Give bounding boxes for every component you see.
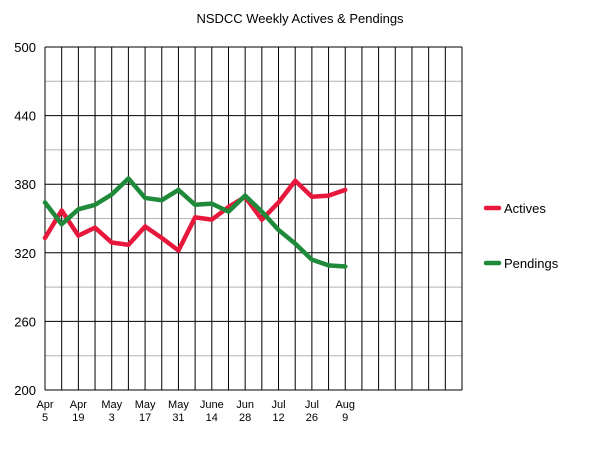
x-tick-label: May 17 — [135, 399, 156, 424]
chart-title: NSDCC Weekly Actives & Pendings — [196, 11, 404, 26]
x-tick-label: Aug 9 — [335, 399, 355, 424]
y-tick-label: 320 — [14, 246, 36, 261]
series-line-actives — [42, 178, 348, 253]
x-tick-label: Apr 5 — [36, 399, 53, 424]
x-tick-label: June 14 — [200, 399, 224, 424]
y-tick-label: 440 — [14, 109, 36, 124]
y-tick-label: 380 — [14, 177, 36, 192]
legend-label-pendings: Pendings — [504, 256, 559, 271]
x-tick-label: Jun 28 — [236, 399, 254, 424]
x-axis-ticks: Apr 5 Apr 19 May 3 May 17 May 31 June 14 Jun 28 Jul 12 J… — [36, 399, 355, 424]
y-tick-label: 500 — [14, 40, 36, 55]
x-tick-label: May 3 — [101, 399, 122, 424]
legend-label-actives: Actives — [504, 201, 546, 216]
series-line-pendings — [42, 176, 348, 269]
x-tick-label: Apr 19 — [70, 399, 87, 424]
x-tick-label: Jul 12 — [271, 399, 285, 424]
legend: Actives Pendings — [483, 201, 559, 271]
x-tick-label: May 31 — [168, 399, 189, 424]
x-tick-label: Jul 26 — [305, 399, 319, 424]
grid — [44, 46, 463, 391]
y-axis-ticks: 500 440 380 320 260 200 — [14, 40, 36, 398]
series-lines — [42, 176, 348, 269]
y-tick-label: 200 — [14, 383, 36, 398]
y-tick-label: 260 — [14, 314, 36, 329]
